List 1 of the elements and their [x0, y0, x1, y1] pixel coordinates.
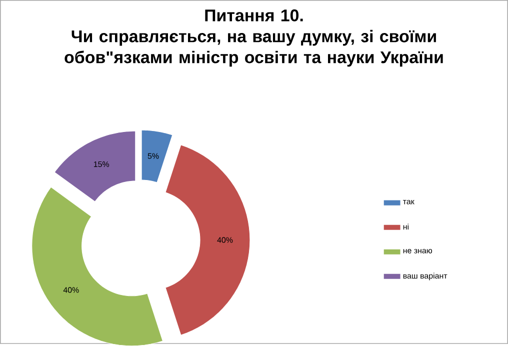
chart-title: Питання 10. Чи справляється, на вашу думку, зі своїми обов"язками міністр освіти та науки України [64, 9, 443, 67]
